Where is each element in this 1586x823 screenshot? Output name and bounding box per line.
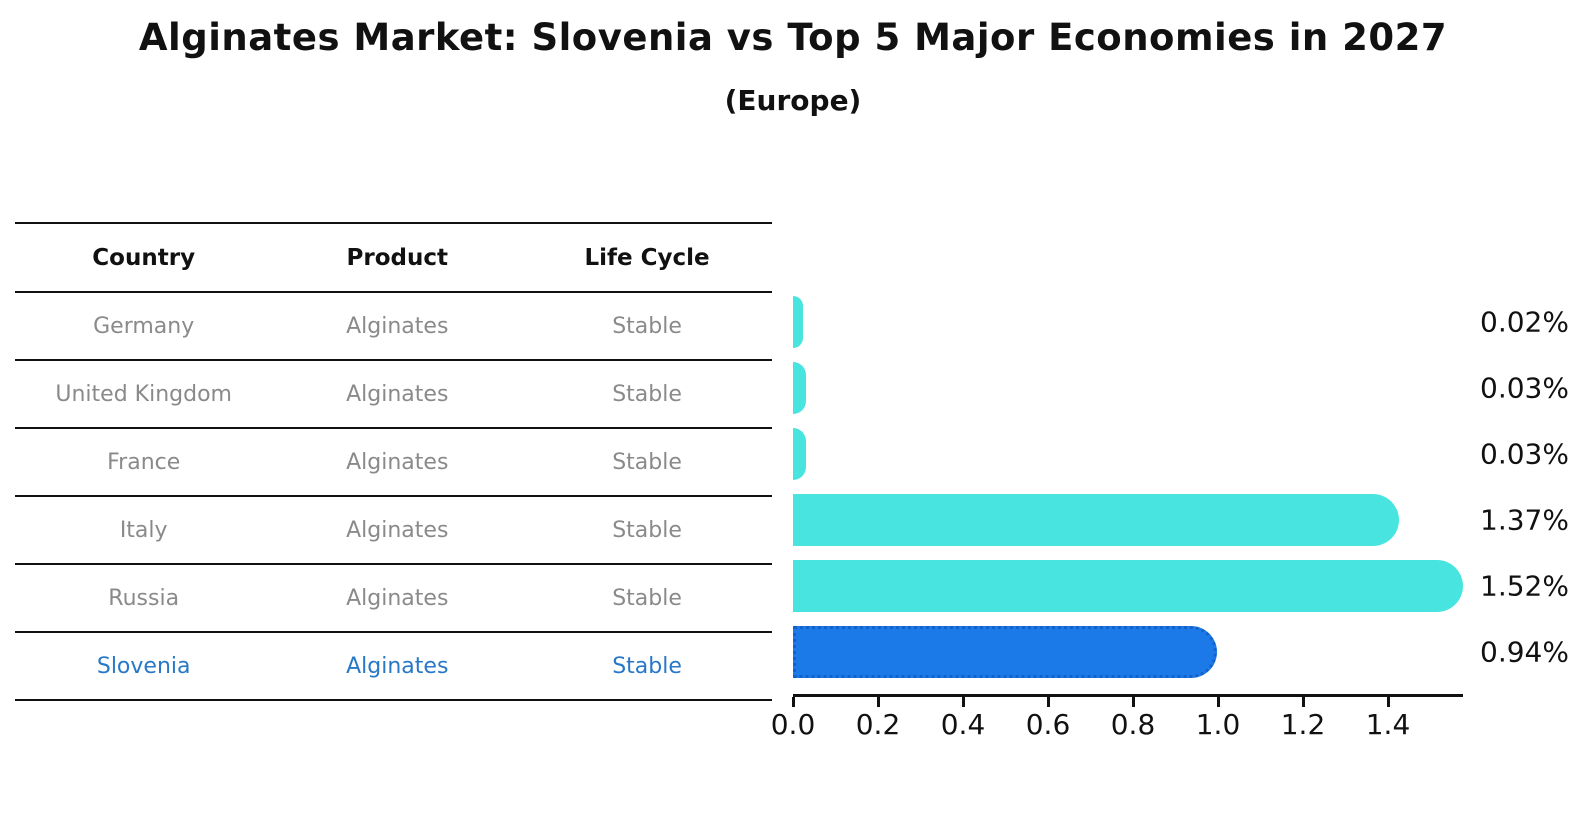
- x-tick-mark-1.0: [1217, 697, 1220, 707]
- x-tick-mark-1.4: [1387, 697, 1390, 707]
- x-tick-label-0.2: 0.2: [855, 708, 901, 741]
- country-table: Country Product Life Cycle Germany Algin…: [15, 222, 772, 701]
- product-cell: Alginates: [346, 517, 449, 543]
- life-cycle-cell: Stable: [612, 449, 682, 475]
- product-cell: Alginates: [346, 381, 449, 407]
- x-tick-label-1.2: 1.2: [1280, 708, 1326, 741]
- x-tick-mark-0.8: [1132, 697, 1135, 707]
- bar-united-kingdom: [793, 362, 806, 414]
- bar-russia: [793, 560, 1463, 612]
- x-tick-label-0.6: 0.6: [1025, 708, 1071, 741]
- column-header-country: Country: [92, 244, 196, 271]
- life-cycle-cell: Stable: [612, 313, 682, 339]
- table-row-germany: Germany Alginates Stable: [15, 293, 772, 361]
- x-tick-label-0.0: 0.0: [770, 708, 816, 741]
- x-tick-mark-0.6: [1047, 697, 1050, 707]
- x-tick-mark-0.4: [962, 697, 965, 707]
- column-header-life-cycle: Life Cycle: [584, 244, 710, 271]
- x-tick-mark-1.2: [1302, 697, 1305, 707]
- bar-germany: [793, 296, 803, 348]
- x-tick-label-0.8: 0.8: [1110, 708, 1156, 741]
- x-tick-mark-0.2: [877, 697, 880, 707]
- life-cycle-cell: Stable: [612, 517, 682, 543]
- life-cycle-cell: Stable: [612, 585, 682, 611]
- chart-subtitle: (Europe): [724, 84, 862, 117]
- value-label-italy: 1.37%: [1480, 503, 1569, 537]
- life-cycle-cell: Stable: [612, 381, 682, 407]
- x-tick-label-1.0: 1.0: [1195, 708, 1241, 741]
- table-row-russia: Russia Alginates Stable: [15, 565, 772, 633]
- table-row-slovenia: Slovenia Alginates Stable: [15, 633, 772, 701]
- x-tick-mark-0.0: [792, 697, 795, 707]
- x-axis-line: [793, 694, 1463, 697]
- product-cell: Alginates: [346, 449, 449, 475]
- life-cycle-cell: Stable: [612, 653, 682, 679]
- country-cell: France: [107, 449, 181, 475]
- value-label-france: 0.03%: [1480, 437, 1569, 471]
- column-header-product: Product: [346, 244, 448, 271]
- table-row-france: France Alginates Stable: [15, 429, 772, 497]
- table-row-united-kingdom: United Kingdom Alginates Stable: [15, 361, 772, 429]
- country-cell: United Kingdom: [55, 381, 232, 407]
- bar-italy: [793, 494, 1400, 546]
- country-cell: Germany: [93, 313, 195, 339]
- value-label-russia: 1.52%: [1480, 569, 1569, 603]
- x-tick-label-1.4: 1.4: [1365, 708, 1411, 741]
- table-row-italy: Italy Alginates Stable: [15, 497, 772, 565]
- product-cell: Alginates: [346, 653, 449, 679]
- chart-title: Alginates Market: Slovenia vs Top 5 Majo…: [138, 16, 1448, 59]
- country-cell: Russia: [108, 585, 180, 611]
- bar-slovenia: [793, 626, 1217, 678]
- bar-france: [793, 428, 806, 480]
- product-cell: Alginates: [346, 313, 449, 339]
- product-cell: Alginates: [346, 585, 449, 611]
- table-header-row: Country Product Life Cycle: [15, 224, 772, 293]
- value-label-slovenia: 0.94%: [1480, 635, 1569, 669]
- country-cell: Slovenia: [96, 653, 191, 679]
- country-cell: Italy: [119, 517, 168, 543]
- x-tick-label-0.4: 0.4: [940, 708, 986, 741]
- value-label-united-kingdom: 0.03%: [1480, 371, 1569, 405]
- value-label-germany: 0.02%: [1480, 305, 1569, 339]
